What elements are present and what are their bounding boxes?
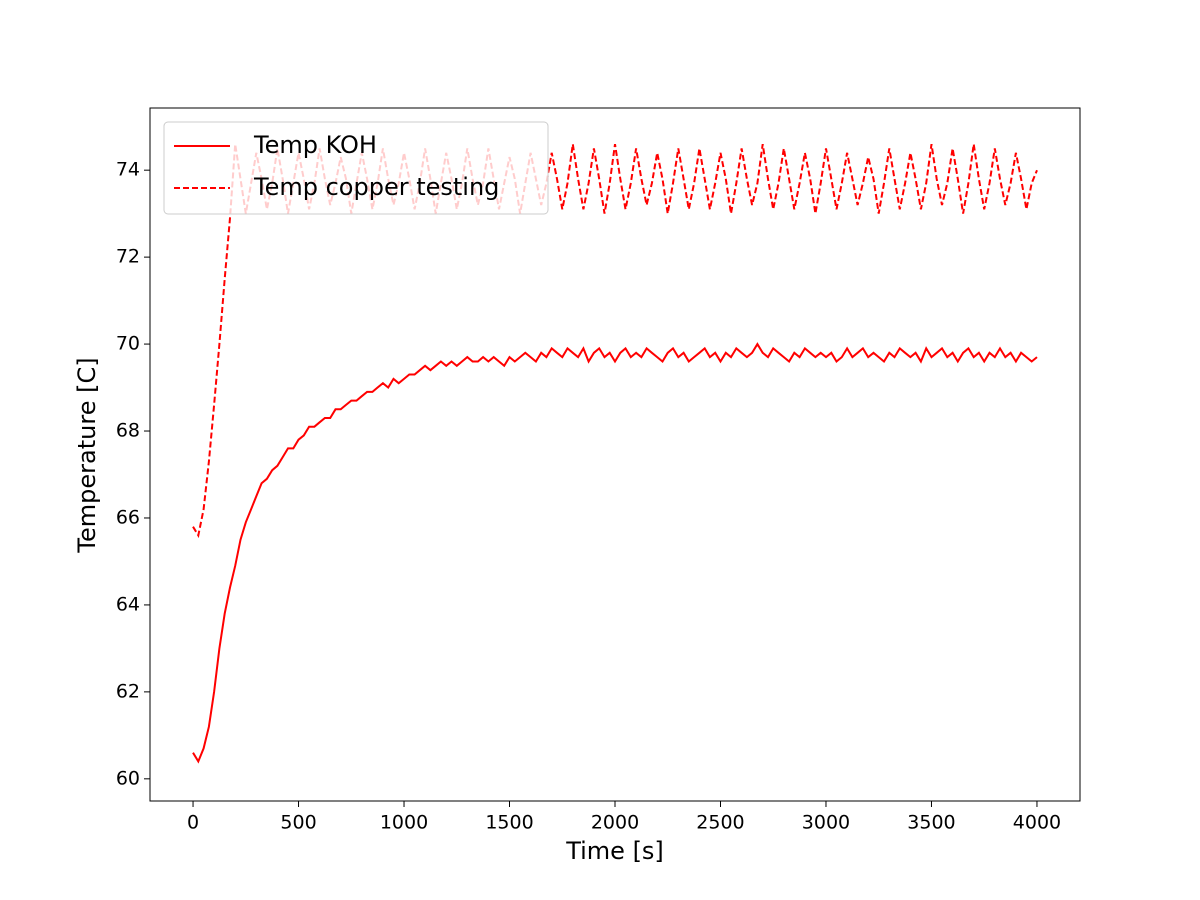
x-tick-label: 500	[280, 812, 316, 834]
y-tick-label: 60	[116, 767, 140, 789]
x-tick-label: 0	[187, 812, 199, 834]
x-tick-label: 2500	[696, 812, 744, 834]
x-axis-label: Time [s]	[565, 837, 664, 865]
x-tick-label: 3000	[802, 812, 850, 834]
plot-frame	[149, 107, 1081, 802]
x-tick-label: 4000	[1013, 812, 1061, 834]
x-tick-label: 3500	[907, 812, 955, 834]
y-axis-label: Temperature [C]	[73, 357, 101, 553]
y-tick-label: 72	[116, 246, 140, 268]
y-tick-label: 74	[116, 159, 140, 181]
y-tick-label: 64	[116, 593, 140, 615]
x-tick-label: 1000	[380, 812, 428, 834]
y-tick-label: 68	[116, 420, 140, 442]
x-tick-label: 2000	[591, 812, 639, 834]
y-tick-label: 66	[116, 506, 140, 528]
series-line	[192, 342, 1038, 764]
y-tick-label: 70	[116, 333, 140, 355]
x-tick-label: 1500	[485, 812, 533, 834]
y-tick-label: 62	[116, 680, 140, 702]
legend-label: Temp copper testing	[253, 173, 499, 201]
legend-box	[163, 121, 549, 215]
legend-label: Temp KOH	[253, 131, 377, 159]
